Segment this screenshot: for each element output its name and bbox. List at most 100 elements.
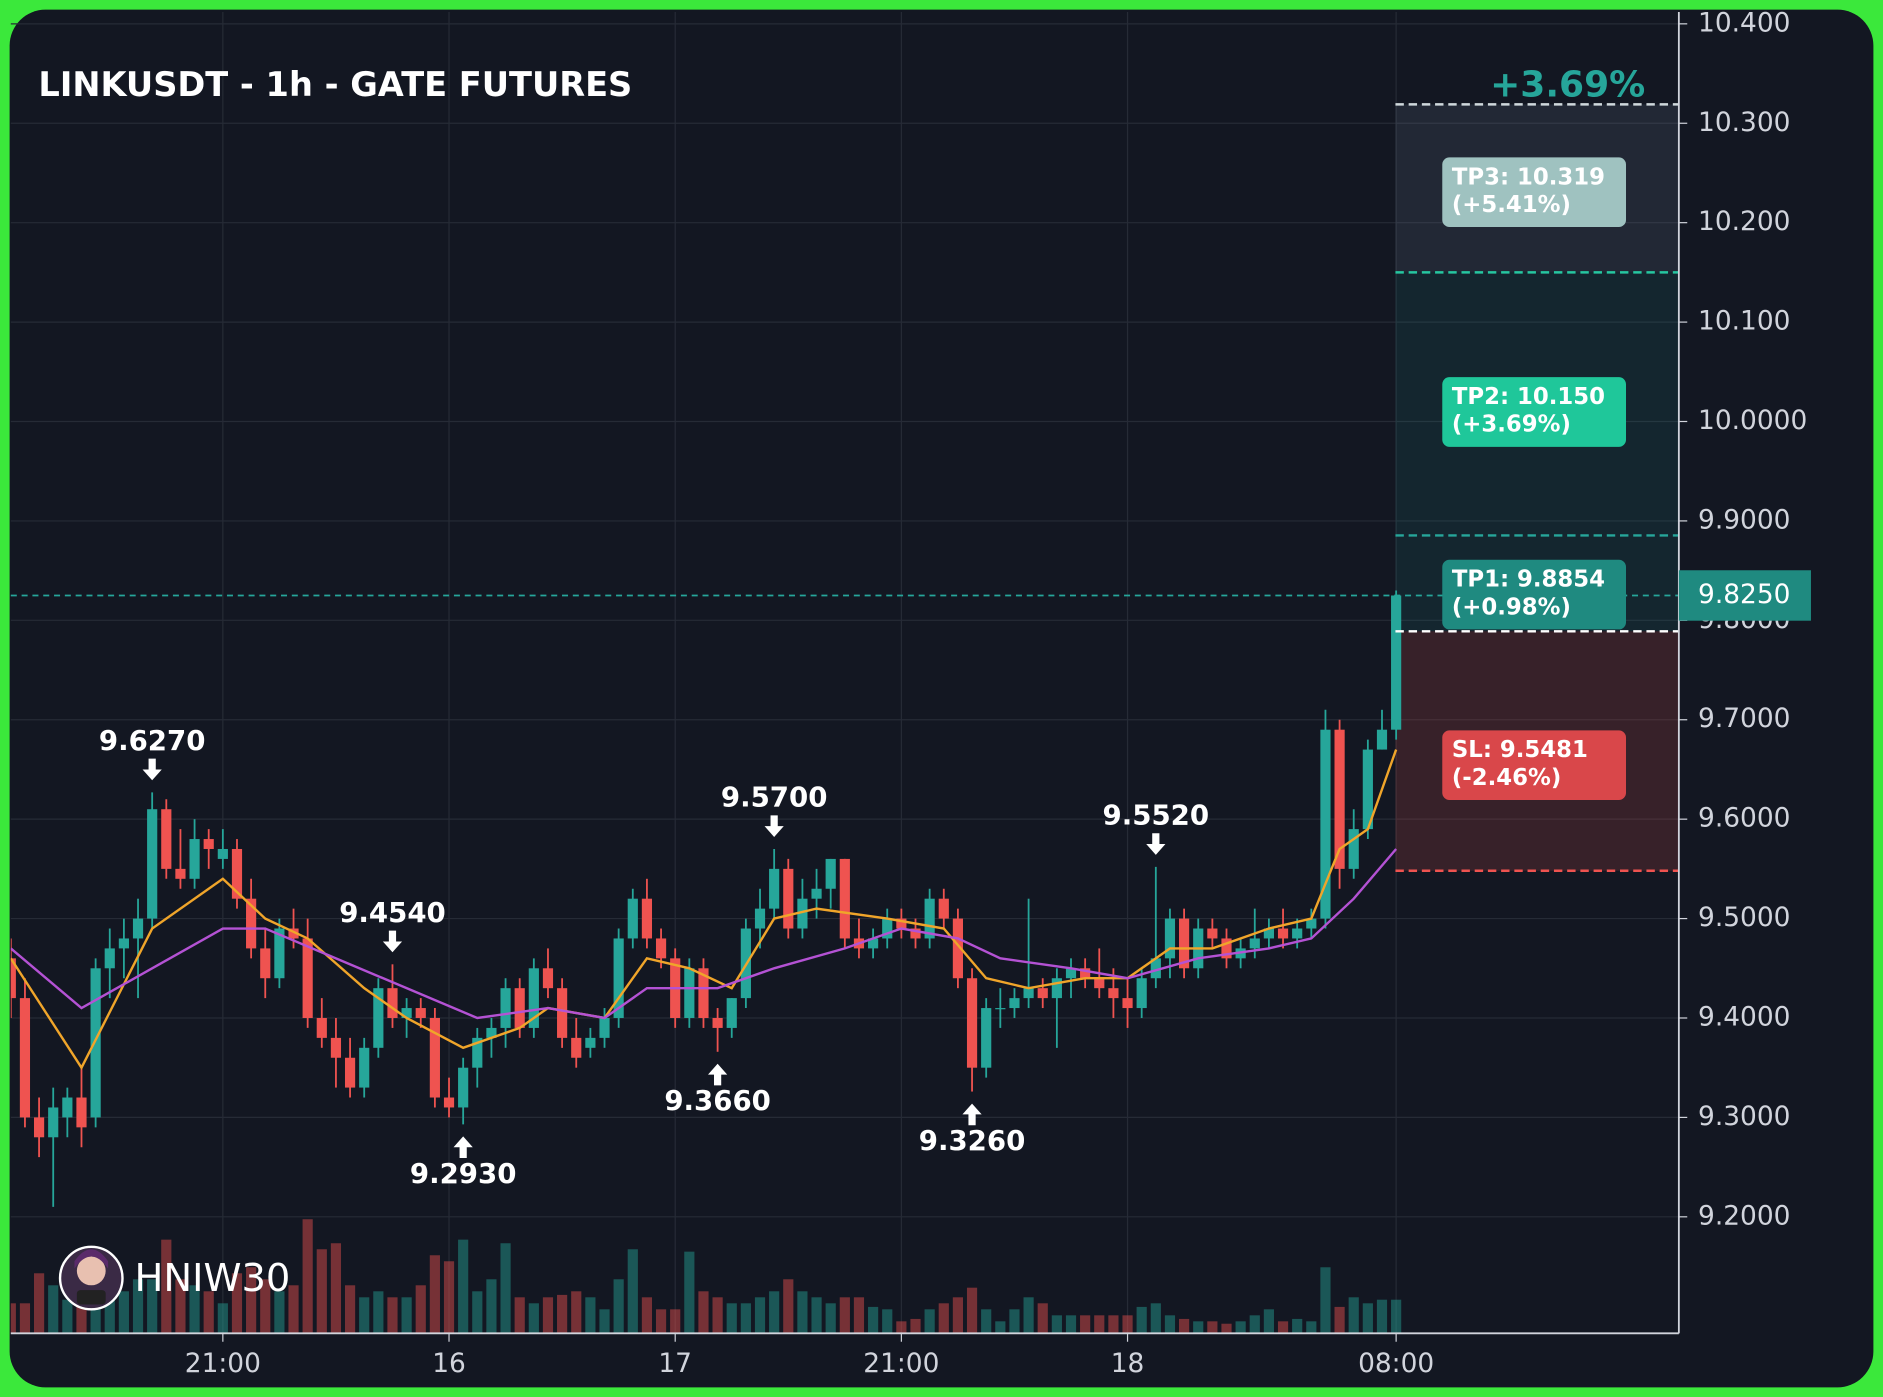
volume-bar — [1023, 1297, 1034, 1334]
volume-bar — [585, 1297, 596, 1334]
candle-body — [1348, 829, 1359, 869]
volume-bar — [698, 1291, 709, 1334]
candle-body — [1334, 729, 1345, 869]
volume-bar — [995, 1321, 1006, 1334]
volume-bar — [1051, 1315, 1062, 1334]
candle-body — [217, 848, 228, 859]
level-label: SL: 9.5481 — [1452, 737, 1588, 763]
level-box — [1442, 559, 1627, 630]
volume-bar — [825, 1303, 836, 1334]
volume-bar — [231, 1273, 243, 1334]
volume-bar — [684, 1251, 695, 1334]
volume-bar — [246, 1267, 257, 1334]
volume-bar — [966, 1287, 978, 1334]
candle-body — [1150, 958, 1161, 979]
volume-bar — [48, 1285, 59, 1334]
x-tick-label: 17 — [658, 1348, 692, 1379]
avatar — [58, 1245, 124, 1311]
volume-bar — [599, 1309, 610, 1334]
y-tick-label: 10.200 — [1698, 206, 1790, 237]
candle-body — [458, 1067, 469, 1108]
candle-body — [528, 968, 539, 1028]
volume-bar — [458, 1239, 469, 1334]
y-tick-label: 10.100 — [1698, 306, 1790, 337]
target-change: +3.69% — [1490, 64, 1645, 105]
y-tick-label: 9.6000 — [1698, 803, 1790, 834]
candle-body — [401, 1008, 412, 1018]
volume-bar — [1164, 1315, 1176, 1334]
volume-bar — [1277, 1321, 1289, 1334]
level-label: TP3: 10.319 — [1452, 164, 1605, 190]
volume-bar — [754, 1297, 766, 1334]
volume-bar — [1009, 1309, 1020, 1334]
candle-body — [203, 839, 214, 849]
volume-bar — [161, 1239, 172, 1334]
candle-body — [1306, 918, 1317, 929]
candle-body — [1080, 968, 1091, 979]
y-tick-label: 9.7000 — [1698, 703, 1790, 734]
candle-body — [995, 1008, 1006, 1010]
candle-body — [1320, 729, 1331, 919]
candle-body — [1094, 978, 1105, 989]
volume-bar — [514, 1297, 525, 1334]
y-tick-label: 9.2000 — [1698, 1200, 1790, 1231]
volume-bar — [613, 1279, 624, 1334]
candle-body — [783, 868, 794, 929]
candle-body — [1292, 928, 1303, 939]
volume-bar — [1306, 1321, 1317, 1334]
x-tick-label: 21:00 — [863, 1348, 939, 1379]
volume-bar — [1292, 1318, 1303, 1334]
annotation-label: 9.5700 — [721, 781, 828, 814]
volume-bar — [557, 1294, 568, 1334]
volume-bar — [316, 1249, 327, 1334]
candle-body — [33, 1117, 45, 1138]
volume-bar — [726, 1303, 737, 1334]
candle-body — [330, 1037, 342, 1058]
candle-body — [1376, 729, 1388, 750]
candle-body — [1037, 988, 1048, 999]
volume-bar — [910, 1318, 921, 1334]
candle-body — [627, 898, 638, 939]
volume-bar — [1136, 1306, 1147, 1334]
x-tick-label: 18 — [1111, 1348, 1145, 1379]
candle-body — [175, 868, 186, 879]
annotation-label: 9.5520 — [1103, 798, 1210, 831]
candle-body — [500, 988, 511, 1028]
volume-bar — [839, 1297, 850, 1334]
volume-bar — [853, 1297, 865, 1334]
volume-bar — [132, 1279, 144, 1334]
level-change: (+0.98%) — [1452, 594, 1571, 620]
candle-body — [486, 1027, 497, 1038]
volume-bar — [10, 1303, 16, 1334]
candle-body — [952, 918, 964, 979]
candle-body — [443, 1097, 455, 1108]
volume-bar — [62, 1299, 73, 1334]
candle-body — [712, 1017, 723, 1028]
candle-body — [557, 988, 568, 1038]
price-tag — [1678, 570, 1811, 621]
candle-body — [1122, 998, 1133, 1009]
candle-body — [1221, 938, 1232, 959]
candle-body — [910, 928, 921, 939]
volume-bar — [189, 1285, 200, 1334]
candle-body — [1249, 938, 1260, 949]
candle-body — [514, 988, 525, 1028]
volume-bar — [1207, 1321, 1218, 1334]
candle-body — [10, 958, 16, 999]
volume-bar — [1221, 1323, 1232, 1334]
volume-bar — [19, 1303, 31, 1334]
volume-bar — [373, 1291, 384, 1334]
candle-body — [76, 1097, 87, 1128]
x-tick-label: 16 — [432, 1348, 466, 1379]
candle-body — [344, 1057, 356, 1088]
volume-bar — [1122, 1315, 1133, 1334]
annotation-arrow — [1146, 833, 1166, 855]
volume-bar — [1362, 1303, 1373, 1334]
volume-bar — [500, 1243, 511, 1334]
candle-body — [472, 1037, 483, 1068]
candle-body — [698, 968, 709, 1018]
annotation-label: 9.3260 — [919, 1124, 1026, 1157]
volume-bar — [429, 1255, 440, 1334]
volume-bar — [175, 1279, 186, 1334]
annotation-label: 9.3660 — [664, 1084, 771, 1117]
